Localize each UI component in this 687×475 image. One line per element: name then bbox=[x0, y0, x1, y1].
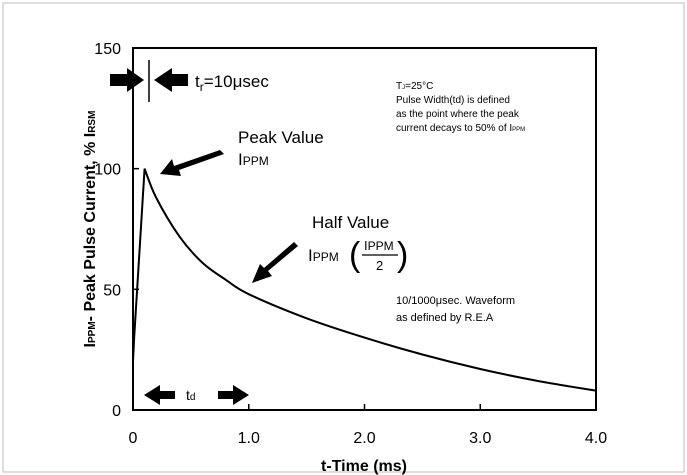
x-axis-label: t-Time (ms) bbox=[321, 458, 407, 475]
x-tick-label: 4.0 bbox=[585, 430, 607, 447]
note-temperature: TJ=25°C bbox=[396, 81, 433, 92]
y-axis-ticks: 0 50 100 150 bbox=[94, 41, 139, 420]
fraction-numerator: IPPM bbox=[364, 238, 394, 253]
y-tick-label: 150 bbox=[94, 41, 121, 58]
pulse-waveform-line bbox=[132, 168, 597, 392]
series-layer bbox=[132, 168, 597, 392]
rise-time-annotation: tr=10μsec bbox=[110, 60, 269, 102]
x-tick-label: 3.0 bbox=[469, 430, 491, 447]
rise-arrow-right bbox=[110, 68, 144, 92]
x-tick-label: 1.0 bbox=[238, 430, 260, 447]
half-value-annotation: Half Value IPPM ( IPPM 2 ) bbox=[252, 213, 408, 283]
rise-time-label: tr=10μsec bbox=[195, 72, 269, 94]
td-label: td bbox=[186, 387, 195, 403]
note-line-3: current decays to 50% of IPPM bbox=[396, 123, 525, 134]
note-line-2: as the point where the peak bbox=[396, 109, 520, 120]
y-tick-label: 0 bbox=[112, 403, 121, 420]
peak-value-annotation: Peak Value IPPM bbox=[160, 128, 324, 176]
waveform-note: 10/1000μsec. Waveform as defined by R.E.… bbox=[396, 295, 515, 324]
waveform-line-2: as defined by R.E.A bbox=[396, 312, 494, 324]
td-arrow-right bbox=[218, 385, 249, 405]
note-line-1: Pulse Width(td) is defined bbox=[396, 95, 510, 106]
pulse-width-annotation: td bbox=[144, 385, 249, 405]
x-tick-label: 0 bbox=[129, 430, 138, 447]
test-conditions-note: TJ=25°C Pulse Width(td) is defined as th… bbox=[396, 81, 525, 134]
x-tick-label: 2.0 bbox=[353, 430, 375, 447]
y-axis-label: IPPM- Peak Pulse Current, % IRSM bbox=[82, 111, 99, 348]
fraction-denominator: 2 bbox=[376, 258, 383, 273]
plot-area bbox=[132, 47, 597, 411]
half-arrow bbox=[252, 242, 298, 283]
half-current-label: IPPM bbox=[308, 246, 339, 265]
half-value-label: Half Value bbox=[312, 213, 389, 232]
td-arrow-left bbox=[144, 385, 175, 405]
y-tick-label: 100 bbox=[94, 162, 121, 179]
fraction-close-paren: ) bbox=[397, 236, 408, 274]
peak-current-label: IPPM bbox=[238, 150, 269, 169]
fraction-open-paren: ( bbox=[349, 236, 361, 274]
peak-value-label: Peak Value bbox=[238, 128, 324, 147]
rise-arrow-left bbox=[154, 68, 188, 92]
waveform-line-1: 10/1000μsec. Waveform bbox=[396, 295, 515, 307]
y-tick-label: 50 bbox=[103, 282, 121, 299]
x-axis-ticks: 0 1.0 2.0 3.0 4.0 bbox=[129, 404, 607, 447]
peak-arrow bbox=[160, 150, 224, 176]
